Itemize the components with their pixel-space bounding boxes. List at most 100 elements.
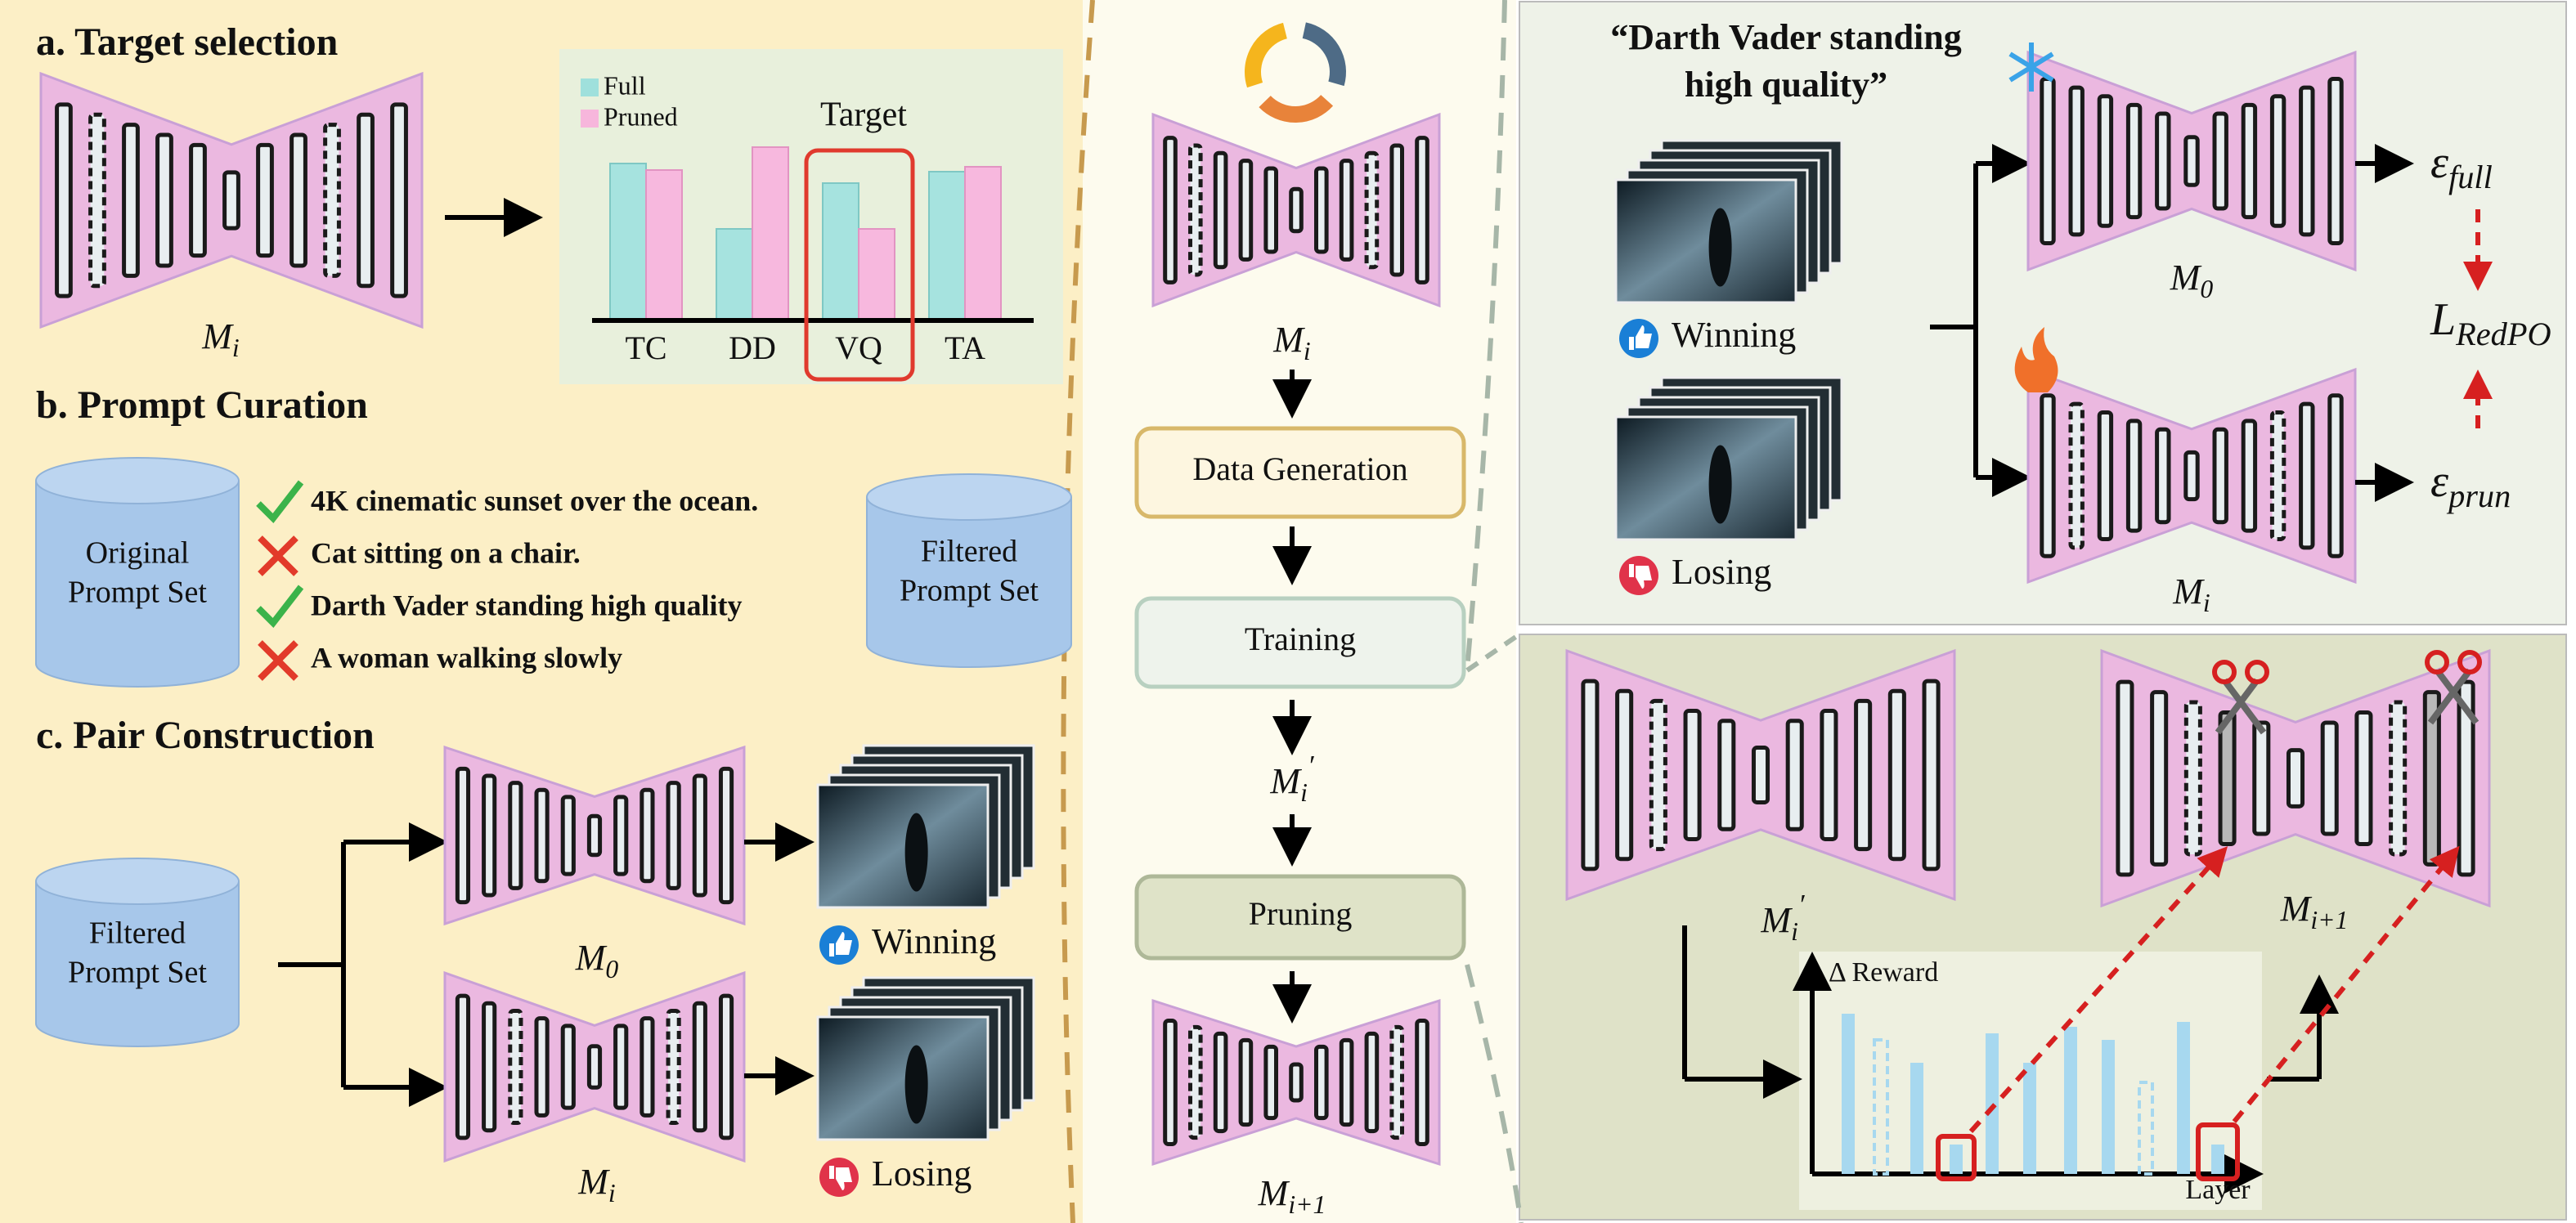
unet-layer (88, 112, 106, 289)
reward-bar (2211, 1145, 2224, 1174)
unet-layer (2183, 700, 2202, 857)
unet-layer (155, 132, 173, 268)
unet-layer (1389, 1024, 1405, 1140)
scissors-handle (2457, 650, 2482, 674)
cycle-arc (1302, 22, 1346, 87)
math-base: M (1272, 320, 1305, 360)
prompt-quote: “Darth Vader standing (1610, 17, 1962, 57)
unet-layer (508, 1008, 523, 1126)
unet-layer (2116, 679, 2134, 877)
unet-layer (455, 993, 471, 1140)
arrow (2232, 845, 2460, 1123)
unet-layer (586, 813, 603, 858)
unet-layer (1854, 698, 1873, 852)
scissors-handle (2212, 660, 2237, 684)
unet-layer (692, 1001, 707, 1133)
step-box (1134, 596, 1466, 689)
unet-layer (508, 781, 523, 890)
full-bar (928, 171, 966, 321)
unet-layer (2320, 720, 2339, 836)
unet-layer (1188, 1024, 1203, 1140)
math-label: LRedPO (2430, 294, 2551, 352)
unet-layer (666, 1008, 681, 1126)
fire-icon (2014, 327, 2058, 392)
math-sub: 0 (605, 955, 618, 983)
math-sub: i+1 (1288, 1190, 1326, 1219)
axis-label: Δ Reward (1829, 957, 1938, 988)
target-highlight (804, 148, 915, 382)
unet-layer (2097, 410, 2114, 541)
unet-layer (1238, 159, 1254, 262)
unet-layer (613, 795, 629, 876)
video-frame (816, 783, 990, 909)
cylinder-label: Prompt Set (68, 576, 207, 610)
math-base: ε (2430, 137, 2449, 188)
thumb-glyph (1629, 325, 1652, 350)
prompt-text: Cat sitting on a chair. (311, 536, 581, 569)
unet-layer (1683, 709, 1702, 841)
selected-layer (2196, 1122, 2240, 1181)
unet-layer (534, 1016, 550, 1118)
math-label: Mi (1272, 320, 1310, 365)
math-base: ε (2430, 456, 2449, 507)
step-box (1134, 426, 1466, 519)
target-label: Target (820, 96, 907, 134)
unet-layer (2218, 710, 2237, 847)
unet-layer (1415, 1018, 1429, 1147)
unet-layer (357, 112, 375, 289)
divider-link (1465, 632, 1521, 673)
unet-layer (586, 1044, 603, 1090)
unet-layer (2125, 102, 2143, 220)
cylinder-label: Filtered (89, 916, 186, 951)
cylinder-label: Prompt Set (900, 574, 1039, 608)
math-sub: prun (2446, 477, 2511, 514)
reward-bar (1873, 1038, 1889, 1176)
cylinder (866, 497, 1072, 668)
unet-layer (2125, 419, 2143, 533)
unet-layer (2040, 393, 2056, 558)
unet-layer (613, 1024, 629, 1110)
unet-layer (1922, 679, 1941, 871)
legend-swatch (581, 78, 599, 96)
unet-layer (1289, 186, 1304, 234)
fork-line (278, 842, 346, 1087)
unet-layer (666, 781, 681, 890)
divider-right-bottom (1465, 964, 1524, 1223)
unet-layer (482, 1001, 497, 1133)
math-base: M (2172, 571, 2205, 612)
unet-layer (2183, 450, 2200, 502)
unet-layer (1339, 1037, 1354, 1127)
reward-bar (2064, 1027, 2077, 1174)
check-mark (256, 585, 304, 629)
outcome-label: Winning (872, 921, 996, 961)
scissors-blade (2215, 678, 2267, 735)
unet-layer (2155, 111, 2171, 211)
unet-layer (289, 132, 307, 268)
thumb-glyph (829, 1166, 852, 1190)
unet-layer (1415, 136, 1429, 284)
unet-layer (1615, 688, 1634, 862)
unet-layer (1364, 1031, 1380, 1134)
unet-layer (560, 1024, 576, 1110)
math-label: Mi+1 (1258, 1173, 1326, 1219)
math-label: Mi′ (1760, 889, 1805, 946)
full-bar (609, 163, 647, 321)
unet-layer (1364, 150, 1380, 270)
unet-layer (2040, 77, 2056, 245)
cylinder-label: Filtered (921, 535, 1017, 569)
unet-layer (222, 170, 240, 231)
pruned-bar (858, 228, 895, 321)
cross-mark (258, 535, 298, 576)
prompt-text: A woman walking slowly (311, 641, 622, 674)
unet-layer (2241, 419, 2258, 533)
unet-layer (1263, 1044, 1279, 1121)
unet-layer (1263, 166, 1279, 254)
unet-layer (390, 102, 408, 298)
unet-layer (1289, 1062, 1304, 1103)
math-sub: i (2203, 589, 2210, 617)
cylinder-top (35, 457, 240, 504)
unet-layer (2269, 410, 2287, 541)
unet-layer (2068, 401, 2085, 550)
math-sub: i+1 (2310, 906, 2348, 934)
